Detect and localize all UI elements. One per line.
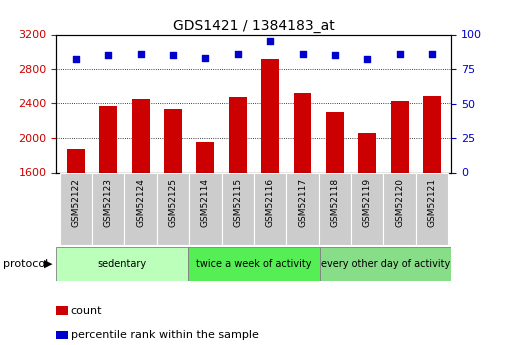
Point (104, 52, 112, 58)
Bar (359, 133, 376, 172)
Point (72, 57, 80, 62)
Text: GSM52114: GSM52114 (201, 178, 210, 227)
Point (396, 51, 404, 57)
Text: GSM52120: GSM52120 (395, 178, 404, 227)
Point (299, 51, 307, 57)
Bar (157, 172, 189, 245)
Point (201, 55, 209, 61)
Bar (391, 101, 408, 172)
Bar (188, 247, 320, 281)
Bar (261, 59, 279, 172)
Bar (320, 247, 451, 281)
Bar (326, 112, 344, 172)
Point (363, 57, 371, 62)
Text: GSM52118: GSM52118 (330, 178, 340, 227)
Text: ▶: ▶ (44, 259, 52, 269)
Text: GSM52117: GSM52117 (298, 178, 307, 227)
Bar (92, 172, 125, 245)
Point (266, 39, 274, 44)
Bar (416, 172, 448, 245)
Bar (423, 96, 441, 172)
Title: GDS1421 / 1384183_at: GDS1421 / 1384183_at (173, 19, 335, 33)
Text: protocol: protocol (3, 259, 48, 269)
Bar (229, 97, 247, 172)
Text: GSM52121: GSM52121 (427, 178, 437, 227)
Bar (67, 149, 85, 172)
Bar (383, 172, 416, 245)
Point (428, 51, 436, 57)
Text: GSM52124: GSM52124 (136, 178, 145, 227)
Bar (189, 172, 222, 245)
Bar (164, 109, 182, 172)
Text: GSM52122: GSM52122 (71, 178, 81, 227)
Bar (125, 172, 157, 245)
Bar (60, 172, 92, 245)
Bar (319, 172, 351, 245)
Text: GSM52116: GSM52116 (266, 178, 274, 227)
Point (331, 52, 339, 58)
Text: GSM52123: GSM52123 (104, 178, 113, 227)
Point (136, 51, 145, 57)
Text: count: count (71, 306, 102, 315)
Text: GSM52119: GSM52119 (363, 178, 372, 227)
Bar (351, 172, 383, 245)
Bar (132, 99, 149, 172)
Text: GSM52125: GSM52125 (168, 178, 177, 227)
Point (169, 52, 177, 58)
Bar (286, 172, 319, 245)
Bar (100, 106, 117, 172)
Bar (254, 172, 286, 245)
Bar (196, 142, 214, 172)
Text: twice a week of activity: twice a week of activity (196, 259, 312, 269)
Bar (293, 93, 311, 172)
Text: GSM52115: GSM52115 (233, 178, 242, 227)
Text: every other day of activity: every other day of activity (321, 259, 450, 269)
Text: sedentary: sedentary (97, 259, 147, 269)
Point (233, 51, 242, 57)
Bar (56, 247, 188, 281)
Bar (222, 172, 254, 245)
Text: percentile rank within the sample: percentile rank within the sample (71, 330, 259, 339)
